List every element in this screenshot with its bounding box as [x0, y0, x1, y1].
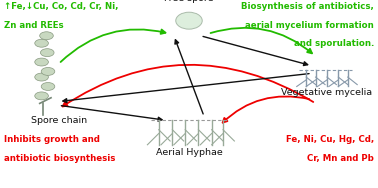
Ellipse shape: [35, 58, 48, 66]
Text: Zn and REEs: Zn and REEs: [4, 21, 64, 30]
Text: Fe, Ni, Cu, Hg, Cd,: Fe, Ni, Cu, Hg, Cd,: [286, 135, 374, 144]
Ellipse shape: [41, 67, 55, 75]
Text: Inhibits growth and: Inhibits growth and: [4, 135, 100, 144]
Ellipse shape: [176, 12, 202, 29]
Text: and sporulation.: and sporulation.: [294, 39, 374, 49]
Text: aerial mycelium formation: aerial mycelium formation: [245, 21, 374, 30]
Ellipse shape: [40, 32, 53, 40]
Ellipse shape: [35, 73, 48, 81]
Text: Biosynthesis of antibiotics,: Biosynthesis of antibiotics,: [241, 2, 374, 11]
Text: antibiotic biosynthesis: antibiotic biosynthesis: [4, 154, 115, 163]
Text: Free spore: Free spore: [164, 0, 214, 3]
Ellipse shape: [40, 49, 54, 57]
Text: Vegetative mycelia: Vegetative mycelia: [281, 88, 373, 97]
Ellipse shape: [35, 39, 48, 47]
Text: Cr, Mn and Pb: Cr, Mn and Pb: [307, 154, 374, 163]
Text: ↑Fe,↓Cu, Co, Cd, Cr, Ni,: ↑Fe,↓Cu, Co, Cd, Cr, Ni,: [4, 2, 118, 11]
Ellipse shape: [35, 92, 48, 100]
Ellipse shape: [41, 83, 55, 90]
Text: Spore chain: Spore chain: [31, 116, 87, 125]
Text: Aerial Hyphae: Aerial Hyphae: [156, 148, 222, 157]
